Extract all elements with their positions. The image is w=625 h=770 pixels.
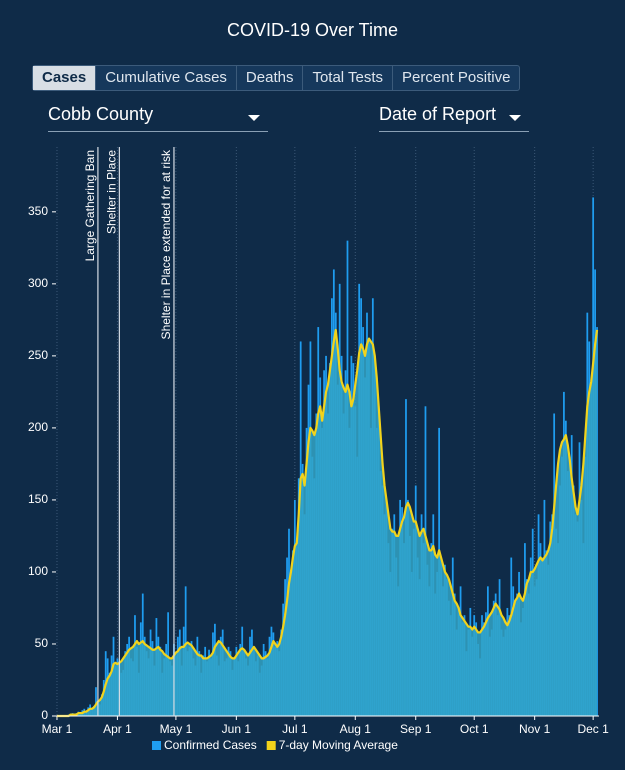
dropdown-arrow	[248, 115, 260, 121]
y-tick-label: 250	[28, 348, 48, 362]
region-dropdown[interactable]: Cobb County	[48, 104, 268, 132]
tab[interactable]: Cases	[33, 66, 97, 90]
moving-average-line	[56, 328, 599, 718]
legend-swatch	[266, 741, 276, 750]
legend-swatch	[152, 741, 161, 750]
y-tick-label: 300	[28, 276, 48, 290]
x-tick-label: Dec 1	[577, 722, 609, 736]
bar	[95, 687, 97, 716]
tab[interactable]: Total Tests	[303, 66, 394, 90]
y-tick-label: 100	[28, 564, 48, 578]
y-tick-label: 0	[41, 708, 48, 722]
x-tick-label: May 1	[160, 722, 193, 736]
x-tick-label: Aug 1	[340, 722, 372, 736]
dropdown-text: Date of Report	[379, 104, 497, 124]
annotation-label: Shelter in Place	[105, 150, 119, 234]
x-tick-label: Nov 1	[519, 722, 551, 736]
y-tick-label: 150	[28, 492, 48, 506]
y-tick-label: 50	[35, 636, 49, 650]
tab[interactable]: Percent Positive	[402, 69, 511, 86]
tab[interactable]: Cumulative Cases	[96, 66, 237, 90]
tab[interactable]: Deaths	[237, 66, 304, 90]
y-tick-label: 200	[28, 420, 48, 434]
x-tick-label: Jul 1	[282, 722, 308, 736]
annotation-label: Large Gathering Ban	[83, 150, 97, 261]
dropdown-text: Cobb County	[48, 104, 154, 124]
bar	[596, 327, 598, 716]
annotation-label: Shelter in Place extended for at risk	[159, 149, 173, 339]
x-tick-label: Sep 1	[400, 722, 432, 736]
dropdown-arrow	[509, 115, 521, 121]
y-tick-label: 350	[28, 204, 48, 218]
x-tick-label: Jun 1	[222, 722, 252, 736]
legend-label: Confirmed Cases	[164, 738, 257, 752]
legend-label: 7-day Moving Average	[279, 738, 399, 752]
x-tick-label: Oct 1	[460, 722, 489, 736]
tab-bar: Cases Cumulative Cases Deaths Total Test…	[32, 65, 521, 91]
x-tick-label: Mar 1	[42, 722, 73, 736]
x-tick-label: Apr 1	[103, 722, 132, 736]
moving-average-area	[56, 329, 598, 716]
page-title: COVID-19 Over Time	[226, 20, 399, 40]
date-dropdown[interactable]: Date of Report	[379, 104, 529, 132]
